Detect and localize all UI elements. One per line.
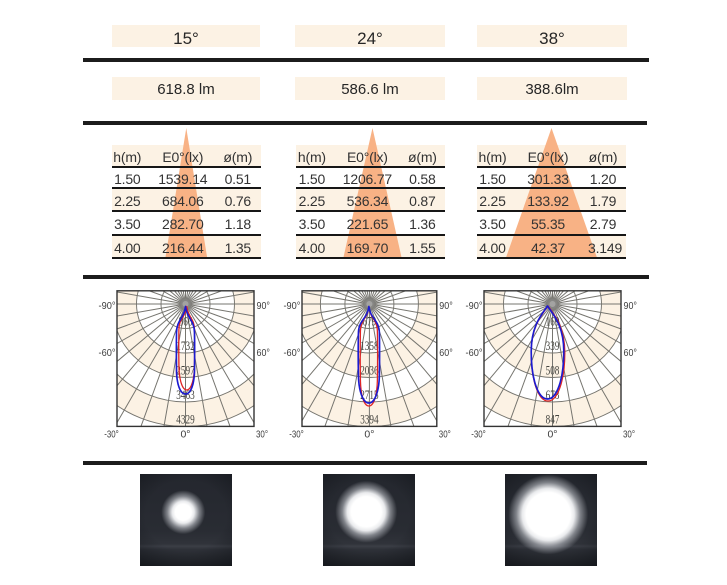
- svg-text:1732: 1732: [177, 339, 195, 353]
- svg-text:0°: 0°: [181, 428, 191, 440]
- svg-text:-60°: -60°: [466, 347, 483, 359]
- svg-text:60°: 60°: [624, 347, 638, 359]
- svg-text:30°: 30°: [623, 428, 635, 440]
- svg-text:2036: 2036: [360, 363, 378, 377]
- svg-text:-30°: -30°: [471, 428, 486, 440]
- svg-text:3394: 3394: [360, 412, 379, 426]
- svg-text:847: 847: [546, 413, 560, 427]
- svg-text:30°: 30°: [439, 429, 451, 440]
- svg-text:339: 339: [546, 339, 560, 353]
- svg-text:0°: 0°: [547, 428, 557, 440]
- svg-text:90°: 90°: [257, 300, 271, 312]
- svg-text:0°: 0°: [365, 429, 375, 440]
- svg-text:-60°: -60°: [99, 347, 116, 359]
- svg-text:4329: 4329: [177, 413, 195, 427]
- svg-text:-30°: -30°: [105, 428, 120, 440]
- svg-text:-90°: -90°: [99, 300, 116, 312]
- svg-text:60°: 60°: [440, 348, 453, 359]
- svg-text:-90°: -90°: [466, 300, 483, 312]
- svg-text:90°: 90°: [440, 301, 453, 312]
- svg-text:90°: 90°: [624, 300, 638, 312]
- svg-text:60°: 60°: [257, 347, 271, 359]
- svg-text:1358: 1358: [360, 339, 378, 353]
- svg-text:30°: 30°: [256, 428, 268, 440]
- svg-text:2597: 2597: [177, 364, 195, 378]
- svg-text:-90°: -90°: [284, 301, 301, 312]
- svg-text:508: 508: [546, 364, 560, 378]
- svg-text:-60°: -60°: [284, 348, 301, 359]
- svg-text:-30°: -30°: [290, 429, 304, 440]
